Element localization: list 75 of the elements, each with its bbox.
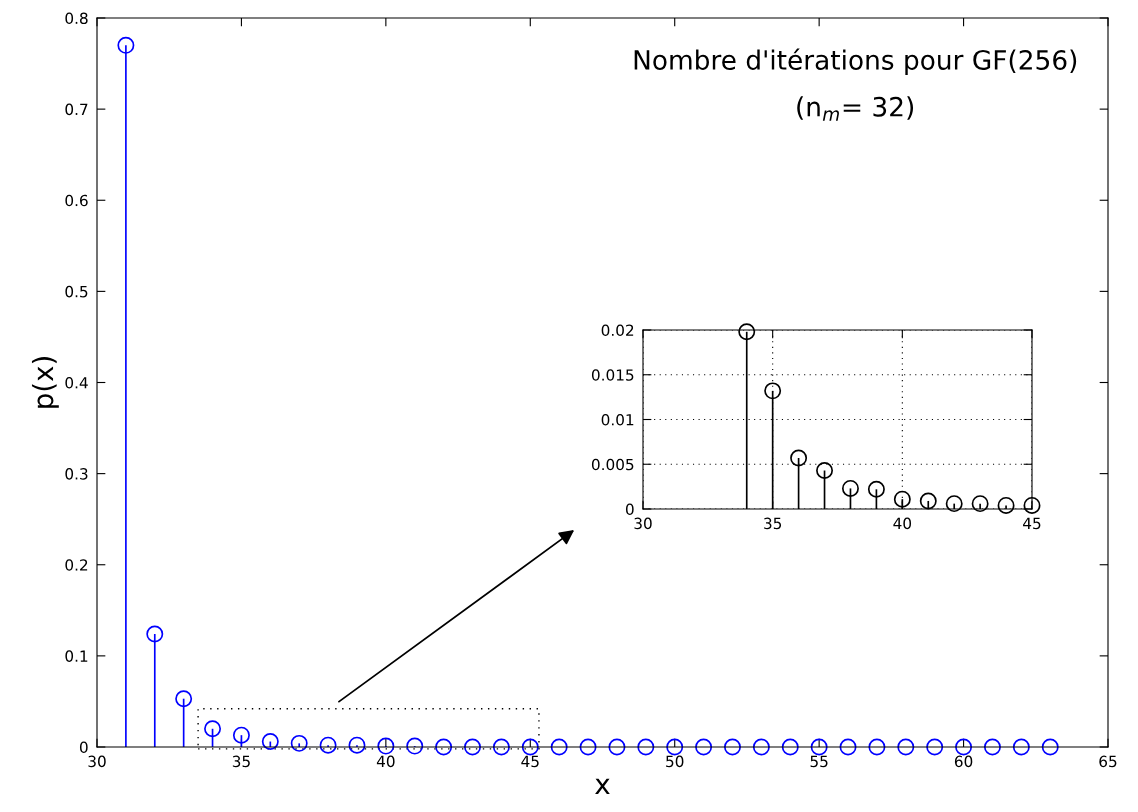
x-tick-label: 65 xyxy=(1099,755,1117,768)
point xyxy=(204,720,222,738)
y-tick-label: 0.5 xyxy=(65,285,88,298)
point xyxy=(637,738,655,756)
point xyxy=(897,738,915,756)
point xyxy=(348,736,366,754)
point xyxy=(781,738,799,756)
x-tick-label: 40 xyxy=(893,517,912,530)
point xyxy=(666,738,684,756)
text: (n$_{m}$= 32) xyxy=(797,96,914,121)
x-tick-label: 55 xyxy=(810,755,828,768)
point xyxy=(893,490,911,508)
point xyxy=(464,738,481,756)
x-tick-label: 40 xyxy=(376,755,395,768)
point xyxy=(955,738,973,756)
y-tick-label: 0.2 xyxy=(65,559,88,571)
y-tick-label: 0.005 xyxy=(591,458,634,471)
point xyxy=(319,736,337,754)
point xyxy=(521,738,539,756)
point xyxy=(1023,496,1041,514)
point xyxy=(790,449,808,467)
point xyxy=(752,738,770,756)
point xyxy=(695,738,713,756)
point xyxy=(492,738,510,756)
point xyxy=(1012,738,1030,756)
point xyxy=(841,479,859,497)
point xyxy=(983,738,1001,756)
x-tick-label: 30 xyxy=(634,517,652,530)
y-tick-label: 0.01 xyxy=(601,413,634,426)
point xyxy=(550,738,568,756)
x-tick-label: 45 xyxy=(1023,517,1041,530)
point xyxy=(816,462,834,479)
point xyxy=(232,726,250,744)
point xyxy=(1041,738,1059,756)
point xyxy=(868,738,886,756)
x-tick-label: 50 xyxy=(666,755,684,768)
y-tick-label: 0.1 xyxy=(65,650,88,662)
x-axis-title: x xyxy=(595,778,610,794)
y-tick-label: 0.4 xyxy=(65,376,88,389)
point xyxy=(406,737,424,755)
point xyxy=(738,323,756,341)
point xyxy=(261,733,279,751)
point xyxy=(435,738,453,756)
point xyxy=(997,496,1015,514)
point xyxy=(810,738,828,756)
point xyxy=(945,495,963,513)
point xyxy=(146,625,164,643)
point xyxy=(919,492,937,510)
y-tick-label: 0 xyxy=(625,503,634,516)
x-tick-label: 35 xyxy=(232,755,250,768)
y-axis-title: p(x) xyxy=(31,357,59,408)
point xyxy=(867,480,885,498)
point xyxy=(608,738,626,756)
y-tick-label: 0.015 xyxy=(591,369,634,381)
x-tick-label: 30 xyxy=(88,755,106,768)
x-tick-label: 35 xyxy=(764,517,782,530)
point xyxy=(971,495,989,513)
point xyxy=(724,738,741,756)
y-tick-label: 0.02 xyxy=(601,324,634,337)
x-tick-label: 45 xyxy=(521,755,539,768)
point xyxy=(764,382,782,400)
point xyxy=(377,737,395,755)
point xyxy=(579,738,597,756)
point xyxy=(290,734,308,752)
y-tick-label: 0.8 xyxy=(65,12,88,25)
y-tick-label: 0.3 xyxy=(65,468,88,480)
text: Nombre d'itérations pour GF(256) xyxy=(634,48,1077,76)
point xyxy=(926,738,944,756)
point xyxy=(175,690,193,708)
y-tick-label: 0.7 xyxy=(65,103,88,116)
y-tick-label: 0.6 xyxy=(65,194,88,207)
y-tick-label: 0 xyxy=(79,741,88,754)
point xyxy=(839,738,857,756)
x-tick-label: 60 xyxy=(954,755,973,768)
point xyxy=(117,36,135,54)
